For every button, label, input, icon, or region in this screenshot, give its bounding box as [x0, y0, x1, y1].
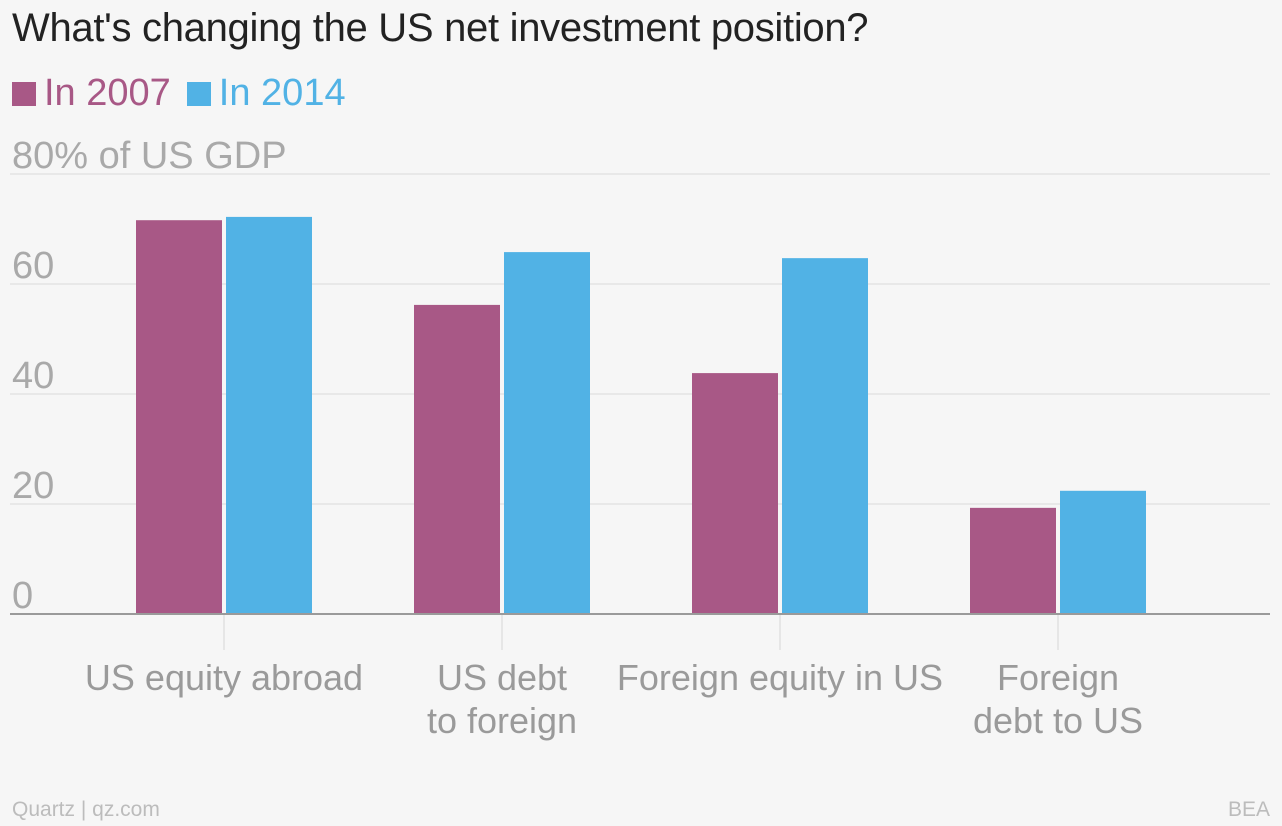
y-tick-label-40: 40: [12, 355, 54, 397]
y-tick-label-60: 60: [12, 245, 54, 287]
legend-label-2007: In 2007: [44, 72, 171, 114]
y-tick-label-20: 20: [12, 465, 54, 507]
data-source: BEA: [1227, 798, 1270, 821]
bar-in-2007-0: [136, 220, 222, 614]
bar-in-2014-2: [782, 258, 868, 614]
legend: In 2007 In 2014: [12, 72, 362, 115]
x-category-label-2: Foreign equity in US: [617, 657, 943, 698]
bar-in-2007-2: [692, 373, 778, 614]
source-credit: Quartz | qz.com: [12, 798, 160, 821]
x-category-label-1: US debt to foreign: [427, 657, 577, 741]
x-category-label-0: US equity abroad: [85, 657, 363, 698]
chart-title: What's changing the US net investment po…: [12, 6, 869, 50]
bar-in-2014-3: [1060, 490, 1146, 614]
legend-swatch-2007: [12, 81, 36, 106]
bar-in-2014-1: [504, 252, 590, 614]
x-category-label-3: Foreign debt to US: [973, 657, 1143, 741]
y-tick-label-0: 0: [12, 575, 33, 617]
legend-item-2014: In 2014: [186, 72, 346, 115]
legend-item-2007: In 2007: [12, 72, 171, 115]
bar-in-2014-0: [226, 216, 312, 614]
bar-in-2007-1: [414, 304, 500, 614]
y-tick-label-80: 80% of US GDP: [12, 135, 287, 177]
legend-label-2014: In 2014: [218, 72, 346, 114]
bar-in-2007-3: [970, 507, 1056, 614]
legend-swatch-2014: [186, 81, 211, 106]
